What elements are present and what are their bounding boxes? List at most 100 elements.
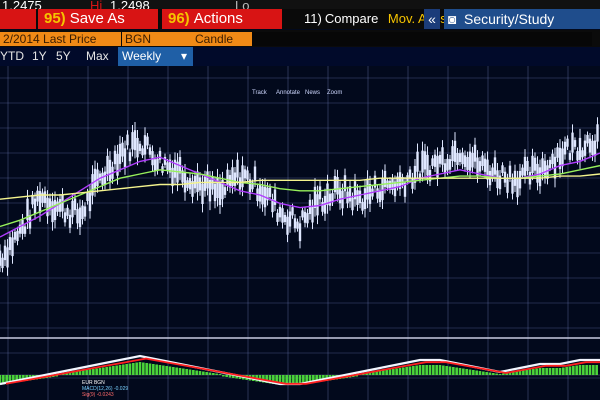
date-price-field[interactable]: 2/2014 Last Price [0, 32, 121, 46]
price-candle [118, 143, 122, 164]
price-candle [468, 151, 472, 171]
price-candle [251, 182, 254, 190]
frequency-select[interactable]: Weekly ▾ [118, 47, 193, 66]
price-candle [336, 177, 339, 195]
price-candle [493, 157, 497, 175]
price-candle [578, 137, 582, 160]
price-candle [201, 183, 204, 205]
price-candle [431, 158, 434, 166]
macd-histogram-bar [208, 372, 212, 375]
macd-histogram-bar [148, 363, 152, 375]
actions-button[interactable]: 96) Actions [162, 9, 282, 29]
price-candle [388, 180, 392, 190]
macd-histogram-bar [442, 365, 445, 375]
ticker-field[interactable]: BGN [122, 32, 193, 46]
price-candle [66, 207, 69, 216]
tool-zoom[interactable]: Zoom [327, 90, 343, 96]
price-candle [228, 174, 232, 188]
macd-histogram-bar [522, 370, 525, 375]
timeframe-1y[interactable]: 1Y [32, 49, 47, 63]
price-candle [393, 181, 397, 197]
price-candle [401, 176, 404, 186]
macd-histogram-bar [422, 365, 425, 375]
compare-button[interactable]: 11)Compare Mov. Avgs ▾ [304, 9, 459, 29]
price-candle [568, 153, 572, 160]
macd-histogram-bar [272, 375, 275, 384]
macd-histogram-bar [12, 375, 15, 383]
price-candle [141, 148, 144, 156]
timeframe-max[interactable]: Max [86, 49, 109, 63]
price-candle [321, 201, 324, 212]
price-candle [478, 161, 482, 172]
price-candle [381, 178, 384, 201]
menu-bar: 95) Save As 96) Actions 11) Compare Mov. Av… [0, 9, 600, 29]
macd-histogram-bar [218, 374, 222, 375]
macd-histogram-bar [555, 368, 558, 375]
price-candle [313, 186, 317, 208]
price-candle [496, 170, 499, 189]
save-as-button[interactable]: 95) Save As [38, 9, 158, 29]
macd-histogram-bar [298, 375, 302, 385]
price-candle [556, 147, 559, 158]
macd-histogram-bar [138, 362, 142, 375]
price-candle [83, 206, 87, 217]
price-candle [58, 199, 62, 212]
macd-histogram-bar [145, 363, 148, 375]
price-candle [143, 135, 147, 155]
security-study-button[interactable]: ◙ Security/Study [444, 9, 600, 29]
tool-annotate[interactable]: Annotate [276, 90, 301, 96]
tool-news[interactable]: News [305, 90, 321, 96]
collapse-button[interactable]: « [424, 9, 440, 29]
price-candle [21, 219, 24, 234]
price-candle [441, 147, 444, 165]
price-candle [341, 190, 344, 209]
macd-histogram-bar [265, 375, 268, 383]
macd-histogram-bar [162, 365, 165, 375]
macd-histogram-bar [308, 375, 312, 384]
macd-histogram-bar [418, 365, 422, 375]
macd-histogram-bar [478, 371, 482, 375]
timeframe-5y[interactable]: 5Y [56, 49, 71, 63]
camera-icon: ◙ [448, 11, 457, 27]
macd-histogram-bar [395, 368, 398, 375]
price-candle [8, 237, 12, 250]
chart-type-field[interactable]: Candle [192, 32, 258, 46]
price-candle [41, 192, 44, 203]
price-candle [266, 187, 269, 201]
price-candle [563, 141, 567, 155]
price-candle [573, 140, 577, 147]
price-candle [16, 230, 19, 242]
price-candle [486, 159, 489, 180]
price-candle [218, 183, 222, 205]
price-candle [123, 148, 127, 168]
price-candle [183, 172, 187, 193]
price-candle [451, 146, 454, 161]
price-candle [136, 137, 139, 158]
macd-histogram-bar [558, 368, 562, 375]
tool-track[interactable]: Track [252, 90, 267, 96]
macd-histogram-bar [455, 367, 458, 375]
price-candle [71, 200, 74, 218]
timeframe-ytd[interactable]: YTD [0, 49, 24, 63]
price-candle [331, 193, 334, 203]
price-candle [81, 205, 84, 219]
macd-histogram-bar [142, 362, 145, 375]
price-candle [23, 226, 27, 234]
price-candle [278, 206, 282, 218]
macd-histogram-bar [552, 368, 555, 375]
macd-histogram-bar [268, 375, 272, 384]
chevron-left-icon: « [428, 11, 436, 27]
price-candle [363, 188, 367, 210]
price-candle [106, 155, 109, 174]
macd-histogram-bar [385, 370, 388, 375]
macd-histogram-bar [372, 372, 375, 375]
price-candle [581, 150, 584, 158]
price-candle [33, 198, 37, 214]
price-candle [208, 179, 212, 202]
macd-histogram-bar [105, 367, 108, 375]
price-candle [281, 208, 284, 223]
price-candle [426, 154, 429, 176]
price-candle [231, 167, 234, 186]
price-candle [301, 210, 304, 218]
macd-histogram-bar [498, 374, 502, 375]
